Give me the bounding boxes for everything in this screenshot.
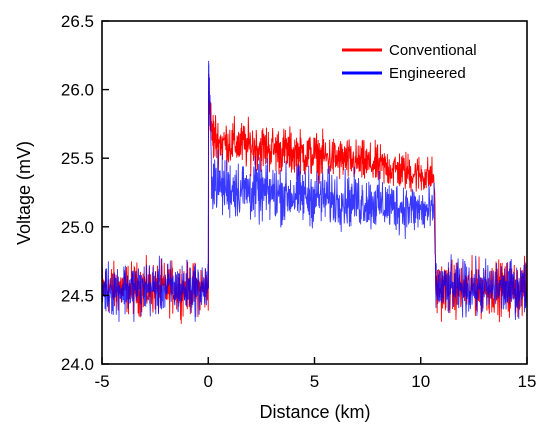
legend: Conventional Engineered [342, 42, 477, 82]
y-tick-label: 24.5 [61, 286, 94, 305]
x-tick-label: 0 [204, 372, 213, 391]
x-tick-label: 10 [411, 372, 430, 391]
x-tick-label: -5 [94, 372, 109, 391]
ticks-layer: -5 0 5 10 15 24.0 24.5 25.0 25.5 26.0 26.5 [61, 12, 537, 391]
y-tick-label: 25.0 [61, 218, 94, 237]
legend-label-engineered: Engineered [389, 65, 466, 82]
legend-label-conventional: Conventional [389, 42, 477, 59]
y-tick-label: 25.5 [61, 149, 94, 168]
y-tick-label: 24.0 [61, 355, 94, 374]
x-tick-label: 5 [310, 372, 319, 391]
y-tick-label: 26.0 [61, 81, 94, 100]
y-axis-title: Voltage (mV) [14, 141, 34, 245]
x-tick-label: 15 [518, 372, 537, 391]
x-axis-title: Distance (km) [259, 402, 370, 422]
series-line-engineered [101, 60, 528, 322]
y-tick-label: 26.5 [61, 12, 94, 31]
series-layer [101, 60, 528, 324]
